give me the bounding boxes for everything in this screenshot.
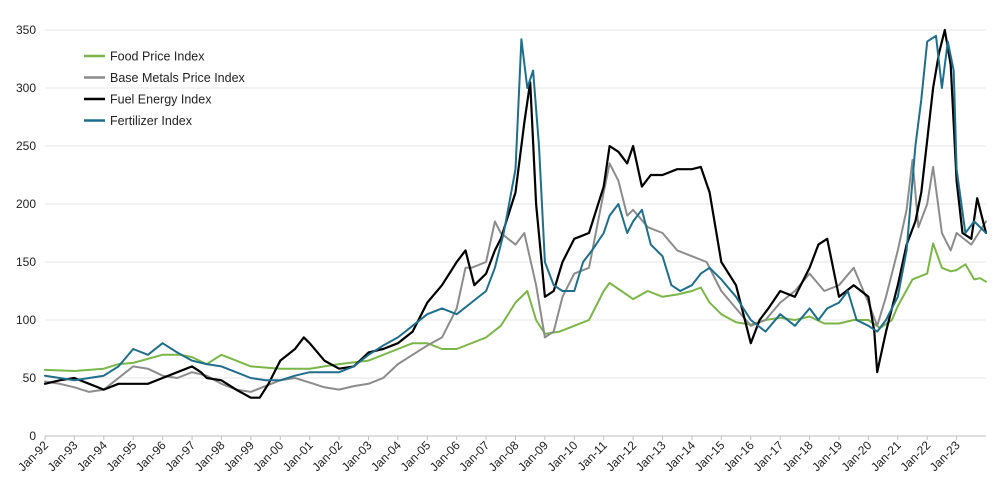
x-tick-label: Jan-99: [221, 438, 257, 474]
legend-entry: Food Price Index: [84, 50, 205, 64]
y-tick-label: 250: [16, 139, 36, 153]
y-tick-label: 350: [16, 23, 36, 37]
x-tick-label: Jan-98: [192, 438, 228, 474]
x-tick-label: Jan-93: [45, 438, 81, 474]
x-tick-label: Jan-03: [339, 438, 375, 474]
x-tick-label: Jan-04: [368, 438, 404, 474]
x-tick-label: Jan-07: [456, 438, 492, 474]
series-line-fertilizer-index: [44, 34, 987, 382]
x-tick-label: Jan-06: [427, 438, 463, 474]
x-tick-label: Jan-92: [15, 438, 51, 474]
x-axis-tick-labels: Jan-92Jan-93Jan-94Jan-95Jan-96Jan-97Jan-…: [15, 436, 963, 474]
x-tick-label: Jan-16: [721, 438, 757, 474]
x-tick-label: Jan-14: [662, 438, 698, 474]
x-tick-label: Jan-12: [603, 438, 639, 474]
y-tick-label: 300: [16, 81, 36, 95]
y-tick-label: 50: [23, 371, 37, 385]
x-tick-label: Jan-18: [780, 438, 816, 474]
x-tick-label: Jan-19: [809, 438, 845, 474]
x-tick-label: Jan-23: [927, 438, 963, 474]
legend-entry: Fertilizer Index: [84, 114, 193, 128]
series-line-base-metals-price-index: [44, 158, 987, 393]
x-tick-label: Jan-10: [545, 438, 581, 474]
series-line-fuel-energy-index: [43, 28, 988, 399]
legend-label: Base Metals Price Index: [110, 71, 246, 85]
x-tick-label: Jan-08: [486, 438, 522, 474]
x-tick-label: Jan-94: [74, 438, 110, 474]
x-tick-label: Jan-15: [692, 438, 728, 474]
x-tick-label: Jan-21: [868, 438, 904, 474]
x-tick-label: Jan-11: [575, 438, 610, 473]
y-tick-label: 150: [16, 255, 36, 269]
series-line-food-price-index: [44, 242, 987, 372]
x-tick-label: Jan-09: [515, 438, 551, 474]
legend: Food Price Index Base Metals Price Index F…: [84, 50, 246, 128]
gridlines: [45, 29, 986, 379]
x-tick-label: Jan-22: [897, 438, 933, 474]
x-tick-label: Jan-00: [251, 438, 287, 474]
y-tick-label: 200: [16, 197, 36, 211]
x-tick-label: Jan-05: [398, 438, 434, 474]
legend-label: Food Price Index: [110, 50, 205, 64]
x-tick-label: Jan-97: [162, 438, 198, 474]
x-tick-label: Jan-02: [309, 438, 345, 474]
legend-entry: Base Metals Price Index: [84, 71, 246, 85]
x-tick-label: Jan-95: [103, 438, 139, 474]
x-tick-label: Jan-20: [839, 438, 875, 474]
y-axis-tick-labels: 0 50 100 150 200 250 300 350: [16, 23, 36, 443]
x-tick-label: Jan-01: [280, 438, 316, 474]
y-tick-label: 0: [29, 429, 36, 443]
x-tick-label: Jan-96: [133, 438, 169, 474]
legend-entry: Fuel Energy Index: [84, 93, 212, 107]
legend-label: Fuel Energy Index: [110, 93, 212, 107]
legend-label: Fertilizer Index: [110, 114, 193, 128]
x-tick-label: Jan-17: [750, 438, 786, 474]
series-lines: [43, 28, 988, 399]
y-tick-label: 100: [16, 313, 36, 327]
x-tick-label: Jan-13: [633, 438, 669, 474]
